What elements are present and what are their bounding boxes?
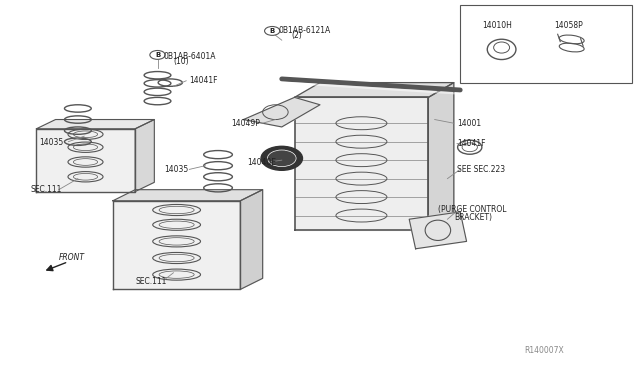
Text: 14041F: 14041F [189,76,218,84]
Polygon shape [135,119,154,192]
Text: B: B [269,28,275,34]
Text: B: B [155,52,160,58]
Text: (10): (10) [173,57,189,66]
Circle shape [150,51,165,60]
Text: (PURGE CONTROL: (PURGE CONTROL [438,205,506,215]
Text: 0B1AB-6401A: 0B1AB-6401A [164,52,216,61]
Text: 14035: 14035 [164,165,188,174]
Text: 0B1AB-6121A: 0B1AB-6121A [278,26,331,35]
Text: SEC.111: SEC.111 [135,277,166,286]
Text: 14035: 14035 [40,138,64,147]
Text: 14040E: 14040E [246,158,276,167]
Text: FRONT: FRONT [59,253,84,263]
Text: R140007X: R140007X [524,346,564,355]
Text: SEE SEC.223: SEE SEC.223 [457,165,505,174]
Polygon shape [113,201,241,289]
Polygon shape [244,97,320,127]
Circle shape [264,26,280,35]
Polygon shape [241,190,262,289]
Bar [460,5,632,83]
Text: BRACKET): BRACKET) [454,213,492,222]
Polygon shape [294,97,428,230]
Polygon shape [409,212,467,249]
Text: 14001: 14001 [457,119,481,128]
Polygon shape [294,83,454,97]
Ellipse shape [268,150,296,167]
Ellipse shape [261,146,303,170]
Text: 14049P: 14049P [231,119,260,128]
Polygon shape [36,129,135,192]
Polygon shape [36,119,154,129]
Polygon shape [113,190,262,201]
Text: (2): (2) [291,31,302,40]
Text: 14010H: 14010H [483,21,513,30]
Text: 14041F: 14041F [457,139,486,148]
Text: 14058P: 14058P [554,21,583,30]
Polygon shape [428,83,454,230]
Text: SEC.111: SEC.111 [30,185,61,194]
